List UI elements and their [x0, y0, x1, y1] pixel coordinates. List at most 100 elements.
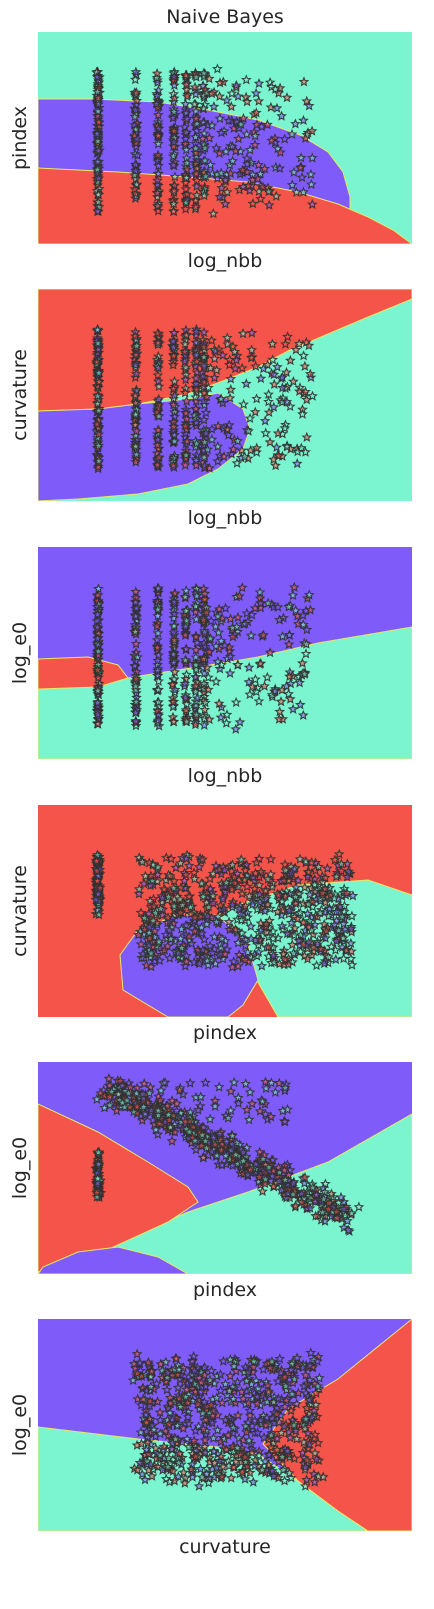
- y-axis-label-5: log_e0: [9, 1136, 31, 1200]
- scatter-point: [241, 152, 253, 164]
- scatter-point: [229, 871, 240, 882]
- scatter-point: [152, 1105, 164, 1116]
- scatter-point: [158, 1441, 170, 1452]
- scatter-point: [129, 419, 141, 430]
- scatter-point: [317, 1206, 328, 1217]
- scatter-point: [220, 145, 232, 157]
- scatter-point: [260, 918, 272, 929]
- scatter-point: [304, 1438, 315, 1450]
- scatter-point: [233, 903, 245, 914]
- y-axis-label-1: pindex: [9, 105, 31, 171]
- scatter-point: [290, 344, 302, 355]
- scatter-point: [291, 186, 302, 198]
- scatter-point: [305, 168, 317, 180]
- scatter-point: [175, 907, 187, 918]
- scatter-point: [268, 378, 280, 390]
- scatter-point: [267, 1465, 278, 1476]
- scatter-point: [179, 355, 191, 367]
- scatter-point: [130, 104, 141, 115]
- scatter-point: [255, 193, 266, 204]
- scatter-point: [304, 889, 316, 900]
- scatter-point: [180, 692, 191, 703]
- scatter-point: [297, 898, 309, 909]
- scatter-point: [205, 362, 216, 373]
- scatter-point: [241, 607, 253, 618]
- scatter-point: [301, 638, 312, 649]
- scatter-point: [170, 1353, 182, 1364]
- scatter-point: [280, 890, 291, 901]
- scatter-point: [91, 71, 103, 82]
- scatter-point: [227, 631, 239, 642]
- scatter-point: [151, 67, 163, 79]
- scatter-point: [152, 655, 164, 666]
- scatter-point: [201, 606, 212, 618]
- scatter-point: [223, 115, 235, 126]
- scatter-point: [145, 947, 157, 959]
- scatter-point: [243, 1435, 255, 1446]
- scatter-point: [249, 130, 261, 141]
- scatter-point: [301, 1402, 313, 1413]
- scatter-point: [250, 867, 261, 878]
- scatter-point: [180, 107, 192, 118]
- scatter-point: [274, 614, 285, 625]
- scatter-point: [179, 459, 191, 470]
- scatter-point: [195, 1091, 207, 1102]
- scatter-point: [168, 92, 180, 104]
- scatter-point: [240, 1361, 251, 1372]
- scatter-point: [279, 1371, 291, 1382]
- scatter-point: [182, 1397, 194, 1408]
- scatter-point: [222, 1112, 234, 1123]
- scatter-point: [318, 957, 330, 969]
- scatter-point: [181, 950, 192, 961]
- scatter-point: [285, 917, 297, 928]
- scatter-point: [230, 723, 242, 734]
- scatter-point: [179, 875, 190, 886]
- scatter-point: [212, 1424, 223, 1435]
- scatter-point: [180, 605, 192, 616]
- scatter-point: [280, 1380, 292, 1391]
- scatter-point: [165, 1397, 177, 1409]
- scatter-point: [241, 1104, 253, 1115]
- scatter-point: [245, 629, 257, 641]
- scatter-point: [226, 87, 238, 99]
- scatter-point: [295, 946, 306, 957]
- scatter-point: [265, 853, 277, 864]
- scatter-point: [254, 1105, 266, 1116]
- scatter-point: [300, 855, 312, 867]
- scatter-point: [232, 1376, 243, 1387]
- scatter-point: [210, 345, 221, 357]
- scatter-point: [168, 626, 180, 638]
- scatter-point: [154, 954, 166, 966]
- scatter-point: [92, 105, 104, 116]
- scatter-point: [92, 324, 103, 335]
- scatter-point: [220, 1150, 232, 1161]
- scatter-point: [275, 1427, 287, 1438]
- scatter-point: [190, 1450, 201, 1462]
- scatter-point: [152, 327, 164, 338]
- scatter-point: [132, 149, 143, 161]
- scatter-point: [232, 659, 244, 670]
- scatter-point: [196, 1376, 207, 1388]
- y-axis-label-4: curvature: [9, 865, 31, 957]
- scatter-point: [292, 1387, 304, 1398]
- scatter-point: [203, 382, 214, 393]
- scatter-point: [301, 1474, 312, 1485]
- scatter-point: [169, 375, 180, 387]
- scatter-point: [152, 138, 164, 149]
- scatter-point: [178, 1466, 189, 1478]
- scatter-point: [129, 74, 141, 85]
- scatter-point: [173, 1457, 185, 1468]
- scatter-point: [288, 375, 299, 387]
- scatter-point: [305, 1347, 317, 1358]
- scatter-point: [253, 1449, 265, 1461]
- scatter-point: [92, 337, 104, 348]
- scatter-point: [121, 1094, 133, 1106]
- scatter-point: [190, 391, 202, 402]
- scatter-point: [167, 359, 179, 370]
- scatter-point: [282, 1103, 293, 1115]
- scatter-point: [168, 608, 180, 619]
- scatter-point: [216, 1471, 228, 1482]
- scatter-point: [194, 958, 205, 969]
- scatter-point: [314, 1372, 325, 1383]
- scatter-point: [245, 444, 257, 456]
